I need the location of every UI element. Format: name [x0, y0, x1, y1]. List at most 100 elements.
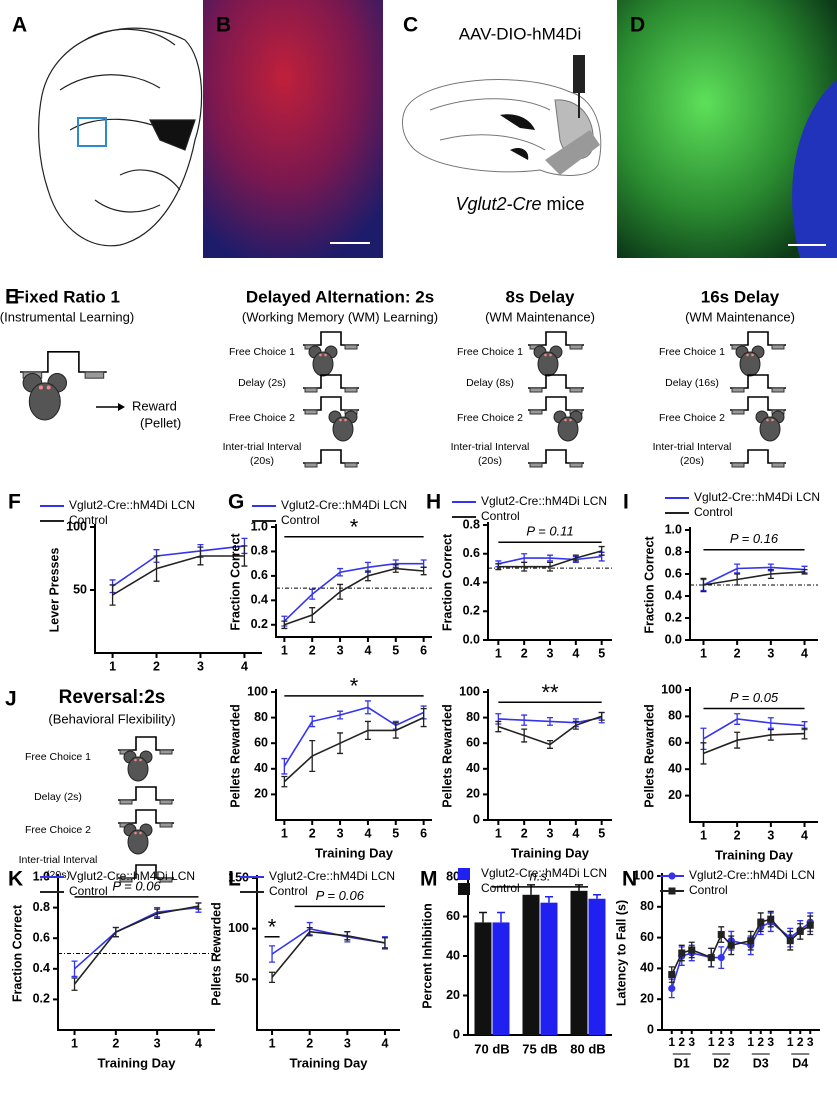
series-line — [703, 718, 805, 740]
x-tick-label: 5 — [392, 826, 399, 840]
legend-label: Vglut2-Cre::hM4Di LCN — [689, 868, 815, 882]
series-line — [498, 715, 602, 746]
error-bar — [545, 896, 553, 903]
column-title: Fixed Ratio 1 — [14, 287, 120, 306]
lever — [304, 387, 318, 393]
lever — [119, 799, 133, 805]
x-tick-label: 2 — [521, 826, 528, 840]
y-axis-label: Pellets Rewarded — [209, 902, 223, 1006]
mouse-line: Vglut2-Cre — [455, 194, 541, 214]
lever — [304, 409, 318, 415]
chamber-wall — [303, 396, 359, 411]
x-tick-label: 2 — [521, 646, 528, 660]
x-tick-label: 4 — [195, 1036, 202, 1050]
lever — [529, 387, 543, 393]
x-tick-label: 2 — [306, 1036, 313, 1050]
mouse-nose — [339, 418, 342, 422]
marker — [727, 941, 735, 949]
y-tick-label: 100 — [247, 684, 268, 698]
y-tick-label: 100 — [633, 868, 654, 882]
marker — [688, 946, 696, 954]
lever — [159, 799, 173, 805]
panel-letter: M — [420, 868, 438, 891]
significance-label: * — [268, 915, 277, 940]
y-tick-label: 20 — [668, 788, 682, 802]
x-tick-label: 3 — [547, 826, 554, 840]
legend-label: Control — [694, 505, 733, 519]
series-line — [498, 716, 602, 724]
marker — [678, 949, 686, 957]
panel-letter: G — [228, 491, 244, 514]
bar — [540, 902, 558, 1035]
chamber-wall — [528, 374, 584, 389]
x-tick-label: 2 — [718, 1035, 725, 1049]
step-label: Delay (2s) — [238, 377, 286, 389]
y-tick-label: 60 — [254, 735, 268, 749]
y-tick-label: 0.2 — [463, 604, 480, 618]
y-axis-label: Fraction Correct — [10, 904, 24, 1002]
chamber-wall — [118, 864, 174, 879]
y-tick-label: 60 — [466, 735, 480, 749]
significance-label: P = 0.16 — [730, 531, 779, 546]
y-axis-label: Pellets Rewarded — [642, 704, 656, 808]
y-tick-label: 1.0 — [665, 522, 682, 536]
step-label: (20s) — [680, 455, 704, 467]
series-line — [271, 927, 386, 955]
y-tick-label: 0.0 — [665, 632, 682, 646]
x-tick-label: 3 — [337, 643, 344, 657]
error-bar — [801, 727, 808, 740]
bar — [492, 922, 510, 1035]
series-line — [73, 905, 199, 985]
panel-letter: A — [12, 14, 27, 37]
y-tick-label: 20 — [446, 988, 460, 1002]
chamber-wall — [118, 736, 174, 751]
lever — [159, 877, 173, 883]
panel-letter: F — [8, 491, 21, 514]
chamber-wall — [528, 331, 584, 346]
step-label: Free Choice 1 — [659, 346, 725, 358]
y-tick-label: 100 — [459, 684, 480, 698]
x-tick-label: 4 — [572, 826, 579, 840]
y-tick-label: 40 — [446, 948, 460, 962]
y-tick-label: 0.2 — [33, 992, 50, 1006]
y-tick-label: 80 — [466, 710, 480, 724]
lever — [569, 462, 583, 468]
legend-label: Vglut2-Cre::hM4Di LCN — [269, 869, 395, 883]
legend-label: Control — [269, 884, 308, 898]
mouse-nose — [766, 418, 769, 422]
series-line — [703, 566, 805, 586]
y-tick-label: 20 — [466, 787, 480, 801]
significance-label: * — [350, 674, 359, 699]
mouse-head — [557, 416, 579, 442]
series-line — [498, 555, 602, 565]
y-tick-label: 0.4 — [251, 593, 268, 607]
marker — [767, 915, 775, 923]
legend-label: Vglut2-Cre::hM4Di LCN — [481, 866, 607, 880]
x-axis-label: Training Day — [289, 1055, 368, 1070]
x-tick-label: 1 — [495, 646, 502, 660]
legend-swatch — [458, 883, 470, 895]
micrograph-b — [203, 0, 383, 258]
y-tick-label: 0.4 — [33, 961, 50, 975]
mouse-nose — [139, 831, 142, 835]
series-line — [271, 930, 386, 978]
error-bar — [109, 584, 116, 606]
y-tick-label: 0.8 — [251, 544, 268, 558]
significance-label: P = 0.06 — [112, 878, 161, 893]
mouse-head — [127, 756, 149, 782]
mouse-nose — [38, 385, 43, 390]
marker — [668, 984, 676, 993]
y-tick-label: 60 — [446, 909, 460, 923]
error-bar — [497, 911, 505, 923]
x-tick-label: 1 — [495, 826, 502, 840]
y-tick-label: 0.8 — [463, 517, 480, 531]
y-tick-label: 80 — [254, 710, 268, 724]
step-label: Free Choice 1 — [25, 751, 91, 763]
mouse-nose — [324, 353, 327, 357]
panel-letter: J — [5, 688, 17, 711]
lever — [569, 344, 583, 350]
bar — [474, 922, 492, 1035]
x-tick-label: 1 — [708, 1035, 715, 1049]
reward-label: Reward — [132, 398, 177, 413]
legend-label: Control — [281, 513, 320, 527]
